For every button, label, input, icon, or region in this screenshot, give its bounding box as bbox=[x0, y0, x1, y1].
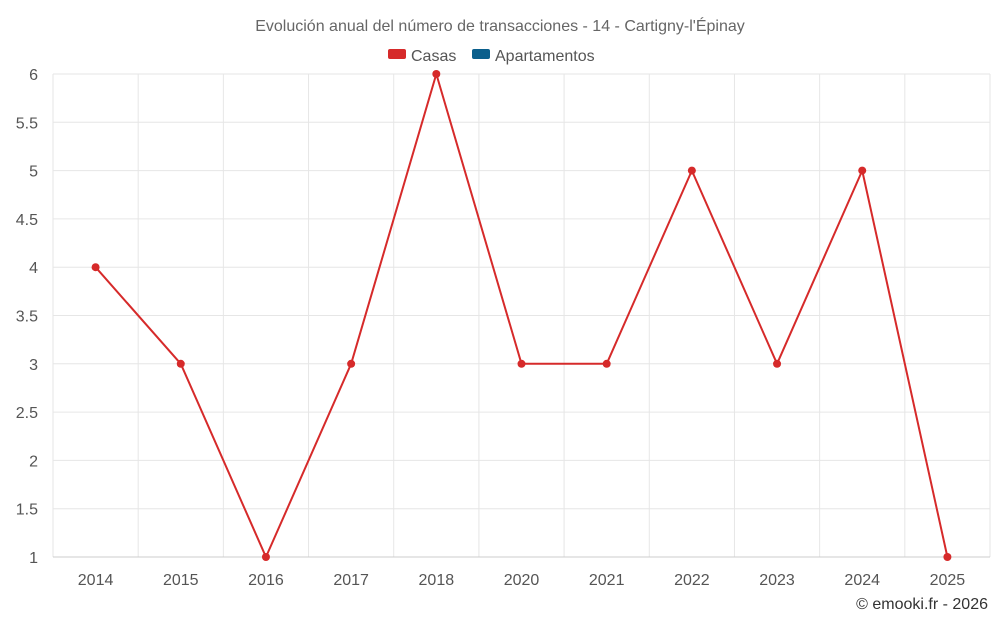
x-tick-label: 2025 bbox=[930, 572, 966, 589]
data-point[interactable] bbox=[261, 553, 270, 561]
legend-label-apartamentos[interactable]: Apartamentos bbox=[495, 48, 595, 65]
data-point[interactable] bbox=[943, 553, 952, 561]
series-layer bbox=[91, 70, 952, 561]
x-tick-label: 2022 bbox=[674, 572, 710, 589]
chart-title: Evolución anual del número de transaccio… bbox=[255, 16, 745, 35]
y-tick-label: 5 bbox=[29, 164, 38, 181]
data-point[interactable] bbox=[773, 359, 782, 368]
data-point[interactable] bbox=[432, 70, 441, 78]
chart-legend: Casas Apartamentos bbox=[388, 48, 595, 65]
x-tick-label: 2016 bbox=[248, 572, 284, 589]
x-tick-label: 2024 bbox=[844, 572, 880, 589]
legend-swatch-casas[interactable] bbox=[388, 49, 406, 59]
y-tick-label: 1 bbox=[29, 550, 38, 567]
x-tick-label: 2021 bbox=[589, 572, 625, 589]
data-point[interactable] bbox=[858, 166, 867, 175]
y-axis: 1 1.5 2 2.5 3 3.5 4 4.5 5 5.5 6 bbox=[16, 67, 38, 567]
x-tick-label: 2023 bbox=[759, 572, 795, 589]
grid bbox=[52, 73, 991, 558]
y-tick-label: 2.5 bbox=[16, 405, 38, 422]
data-point[interactable] bbox=[687, 166, 696, 175]
x-tick-label: 2018 bbox=[419, 572, 455, 589]
data-point[interactable] bbox=[176, 359, 185, 368]
y-tick-label: 6 bbox=[29, 67, 38, 84]
data-point[interactable] bbox=[517, 359, 526, 368]
legend-swatch-apartamentos[interactable] bbox=[472, 49, 490, 59]
x-tick-label: 2014 bbox=[78, 572, 114, 589]
x-tick-label: 2020 bbox=[504, 572, 540, 589]
data-point[interactable] bbox=[602, 359, 611, 368]
y-tick-label: 5.5 bbox=[16, 115, 38, 132]
data-point[interactable] bbox=[347, 359, 356, 368]
x-tick-label: 2015 bbox=[163, 572, 199, 589]
x-axis: 2014 2015 2016 2017 2018 2020 2021 2022 2023 2024… bbox=[53, 556, 990, 589]
y-tick-label: 4 bbox=[29, 260, 38, 277]
y-tick-label: 4.5 bbox=[16, 212, 38, 229]
y-tick-label: 2 bbox=[29, 453, 38, 470]
credit-text: © emooki.fr - 2026 bbox=[856, 596, 988, 613]
y-tick-label: 1.5 bbox=[16, 502, 38, 519]
y-tick-label: 3.5 bbox=[16, 309, 38, 326]
data-point[interactable] bbox=[91, 263, 100, 272]
y-tick-label: 3 bbox=[29, 357, 38, 374]
legend-label-casas[interactable]: Casas bbox=[411, 48, 456, 65]
x-tick-label: 2017 bbox=[333, 572, 369, 589]
